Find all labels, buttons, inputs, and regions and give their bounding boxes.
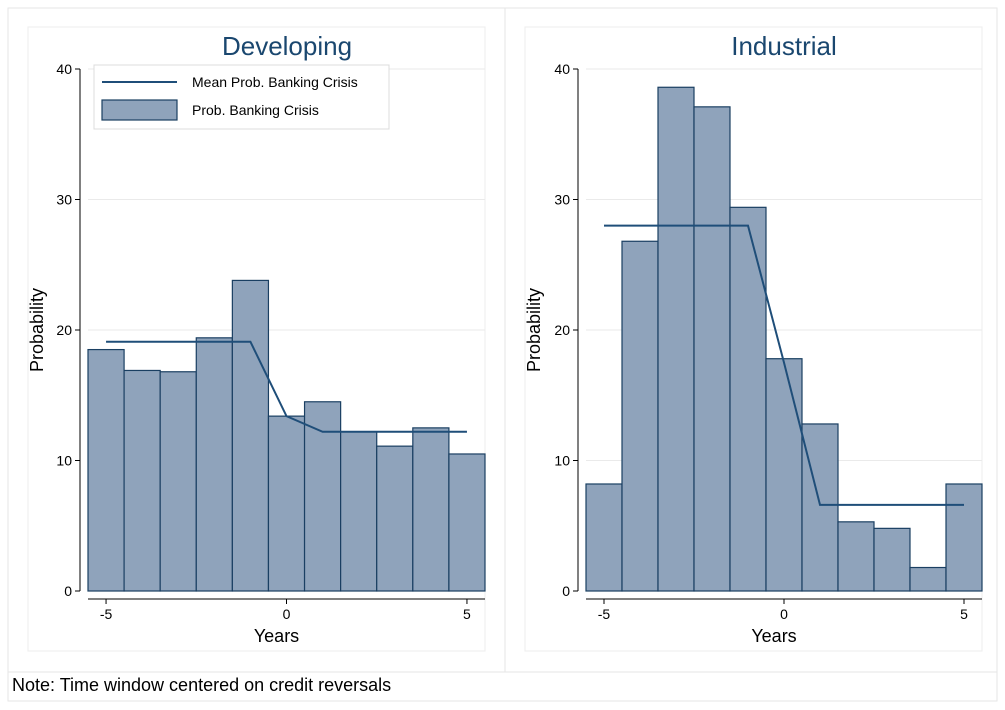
industrial-title: Industrial bbox=[731, 31, 837, 61]
industrial-panel-box bbox=[524, 26, 983, 652]
developing-bar bbox=[303, 401, 342, 592]
industrial-bar bbox=[945, 483, 983, 592]
legend-label-mean: Mean Prob. Banking Crisis bbox=[192, 74, 358, 90]
industrial-x-tick-label: 5 bbox=[960, 606, 968, 622]
industrial-x-axis-title: Years bbox=[751, 626, 796, 646]
panel-developing: Developing 0 10 20 30 40 -5 0 5 Years Probability M… bbox=[27, 26, 486, 652]
industrial-y-tick-label: 30 bbox=[554, 192, 570, 208]
industrial-bar bbox=[909, 566, 947, 592]
developing-title: Developing bbox=[222, 31, 352, 61]
industrial-bar bbox=[801, 423, 839, 592]
developing-bar bbox=[448, 453, 486, 592]
developing-y-tick-label: 30 bbox=[56, 192, 72, 208]
developing-bar bbox=[123, 369, 161, 592]
industrial-bar bbox=[837, 521, 875, 592]
developing-bar bbox=[195, 337, 233, 592]
developing-x-tick-label: -5 bbox=[100, 606, 113, 622]
industrial-y-tick-label: 40 bbox=[554, 61, 570, 77]
figure-note: Note: Time window centered on credit rev… bbox=[12, 675, 391, 695]
industrial-bar bbox=[729, 206, 767, 592]
legend-label-prob: Prob. Banking Crisis bbox=[192, 102, 319, 118]
figure-frame bbox=[7, 7, 998, 702]
developing-x-tick-label: 0 bbox=[283, 606, 291, 622]
developing-y-tick-label: 20 bbox=[56, 322, 72, 338]
developing-mean-line bbox=[106, 340, 467, 433]
developing-y-tick-label: 0 bbox=[64, 583, 72, 599]
industrial-bar bbox=[873, 527, 911, 592]
industrial-y-axis-title: Probability bbox=[524, 288, 544, 372]
industrial-bar bbox=[621, 240, 659, 592]
industrial-x-tick-label: 0 bbox=[780, 606, 788, 622]
developing-y-tick-label: 10 bbox=[56, 453, 72, 469]
legend: Mean Prob. Banking Crisis Prob. Banking C… bbox=[93, 64, 390, 130]
industrial-x-tick-label: -5 bbox=[598, 606, 611, 622]
industrial-y-tick-label: 0 bbox=[562, 583, 570, 599]
industrial-bar bbox=[657, 86, 695, 592]
developing-panel-box bbox=[27, 26, 486, 652]
legend-bar-swatch bbox=[101, 99, 178, 121]
developing-bar bbox=[376, 445, 414, 592]
developing-bar bbox=[87, 348, 125, 592]
industrial-y-tick-label: 20 bbox=[554, 322, 570, 338]
industrial-mean-line bbox=[604, 224, 964, 506]
developing-x-axis-title: Years bbox=[254, 626, 299, 646]
developing-bar bbox=[231, 279, 270, 592]
developing-x-tick-label: 5 bbox=[463, 606, 471, 622]
developing-bar bbox=[159, 371, 197, 592]
developing-bar bbox=[412, 427, 450, 592]
panel-industrial: Industrial 0 10 20 30 40 -5 0 5 Years Probability bbox=[524, 26, 983, 652]
industrial-bar bbox=[693, 106, 731, 592]
developing-bar bbox=[340, 431, 378, 592]
industrial-bar bbox=[585, 483, 623, 592]
industrial-bar bbox=[765, 358, 803, 592]
developing-y-tick-label: 40 bbox=[56, 61, 72, 77]
industrial-y-tick-label: 10 bbox=[554, 453, 570, 469]
developing-bar bbox=[267, 415, 306, 592]
developing-y-axis-title: Probability bbox=[27, 288, 47, 372]
